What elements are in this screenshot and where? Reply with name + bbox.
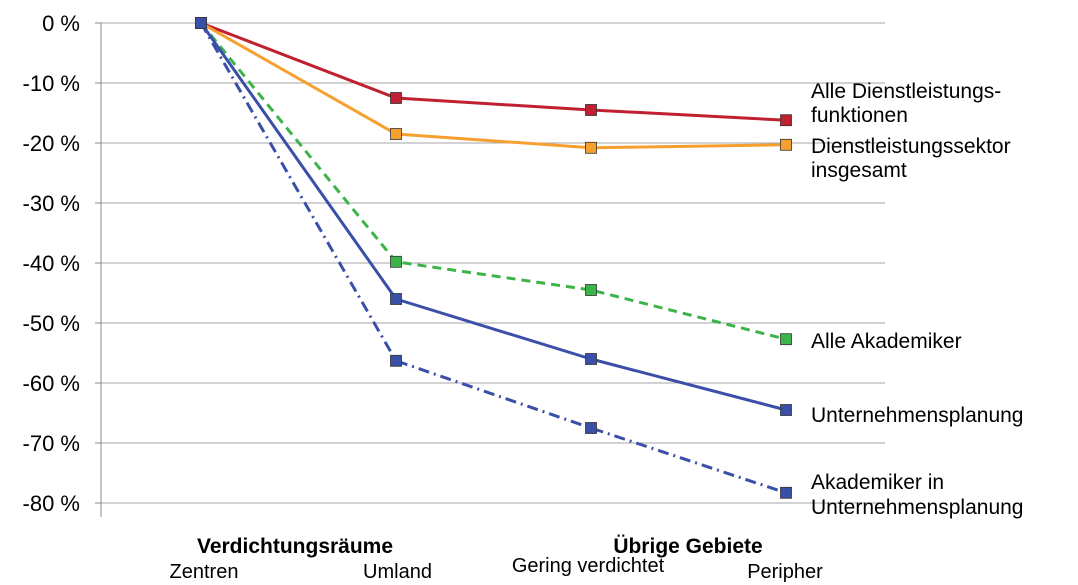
- series-3: [195, 17, 792, 346]
- series-label: Alle Akademiker: [811, 330, 962, 353]
- series-label: Unternehmensplanung: [811, 404, 1023, 427]
- data-point: [780, 114, 792, 127]
- series-2: [195, 17, 792, 154]
- series-label: Akademiker in Unternehmensplanung: [811, 471, 1023, 519]
- y-tick-label: -10 %: [23, 71, 80, 96]
- y-tick-label: -30 %: [23, 191, 80, 216]
- data-point: [390, 293, 402, 305]
- series-line: [199, 22, 787, 495]
- y-tick-labels: 0 % -10 % -20 % -30 % -40 % -50 % -60 % -70 % -8…: [23, 11, 80, 516]
- x-category-label: Peripher: [747, 561, 823, 583]
- x-category-label: Umland: [363, 561, 432, 583]
- data-point: [390, 255, 402, 268]
- series-labels: Alle Dienstleistungs-funktionen Dienstlei…: [811, 80, 1023, 519]
- x-group-label: Übrige Gebiete: [613, 535, 762, 558]
- grid-lines: [101, 22, 885, 504]
- data-point: [585, 284, 597, 296]
- x-category-label: Zentren: [170, 561, 239, 583]
- series-label: Dienstleistungssektor insgesamt: [811, 135, 1011, 182]
- axes: [95, 22, 102, 517]
- series-label: Alle Dienstleistungs-funktionen: [811, 80, 1001, 127]
- series-4: [195, 17, 792, 416]
- data-point: [390, 92, 402, 104]
- y-tick-label: -60 %: [23, 371, 80, 396]
- x-category-label: Gering verdichtet: [512, 555, 665, 577]
- y-tick-label: -20 %: [23, 131, 80, 156]
- y-tick-label: -80 %: [23, 491, 80, 516]
- x-group-labels: Verdichtungsräume Übrige Gebiete: [197, 535, 763, 558]
- data-point: [585, 353, 597, 365]
- x-group-label: Verdichtungsräume: [197, 535, 393, 558]
- data-point: [585, 141, 597, 154]
- series-line: [200, 21, 787, 122]
- data-point: [390, 354, 402, 367]
- data-point: [390, 128, 402, 140]
- series-line: [200, 21, 787, 150]
- data-point: [585, 104, 597, 116]
- series-5: [195, 17, 792, 499]
- series-line: [199, 22, 787, 412]
- data-point: [780, 138, 792, 151]
- y-tick-label: -50 %: [23, 311, 80, 336]
- data-point: [780, 333, 792, 346]
- y-tick-label: 0 %: [42, 11, 80, 36]
- y-tick-label: -70 %: [23, 431, 80, 456]
- x-category-labels: Zentren Umland Gering verdichtet Peripher: [170, 555, 824, 583]
- data-point: [780, 486, 792, 499]
- y-tick-label: -40 %: [23, 251, 80, 276]
- data-point: [195, 17, 207, 29]
- series-line: [199, 22, 787, 341]
- series-group: [195, 17, 792, 499]
- data-point: [585, 422, 597, 434]
- data-point: [780, 404, 792, 416]
